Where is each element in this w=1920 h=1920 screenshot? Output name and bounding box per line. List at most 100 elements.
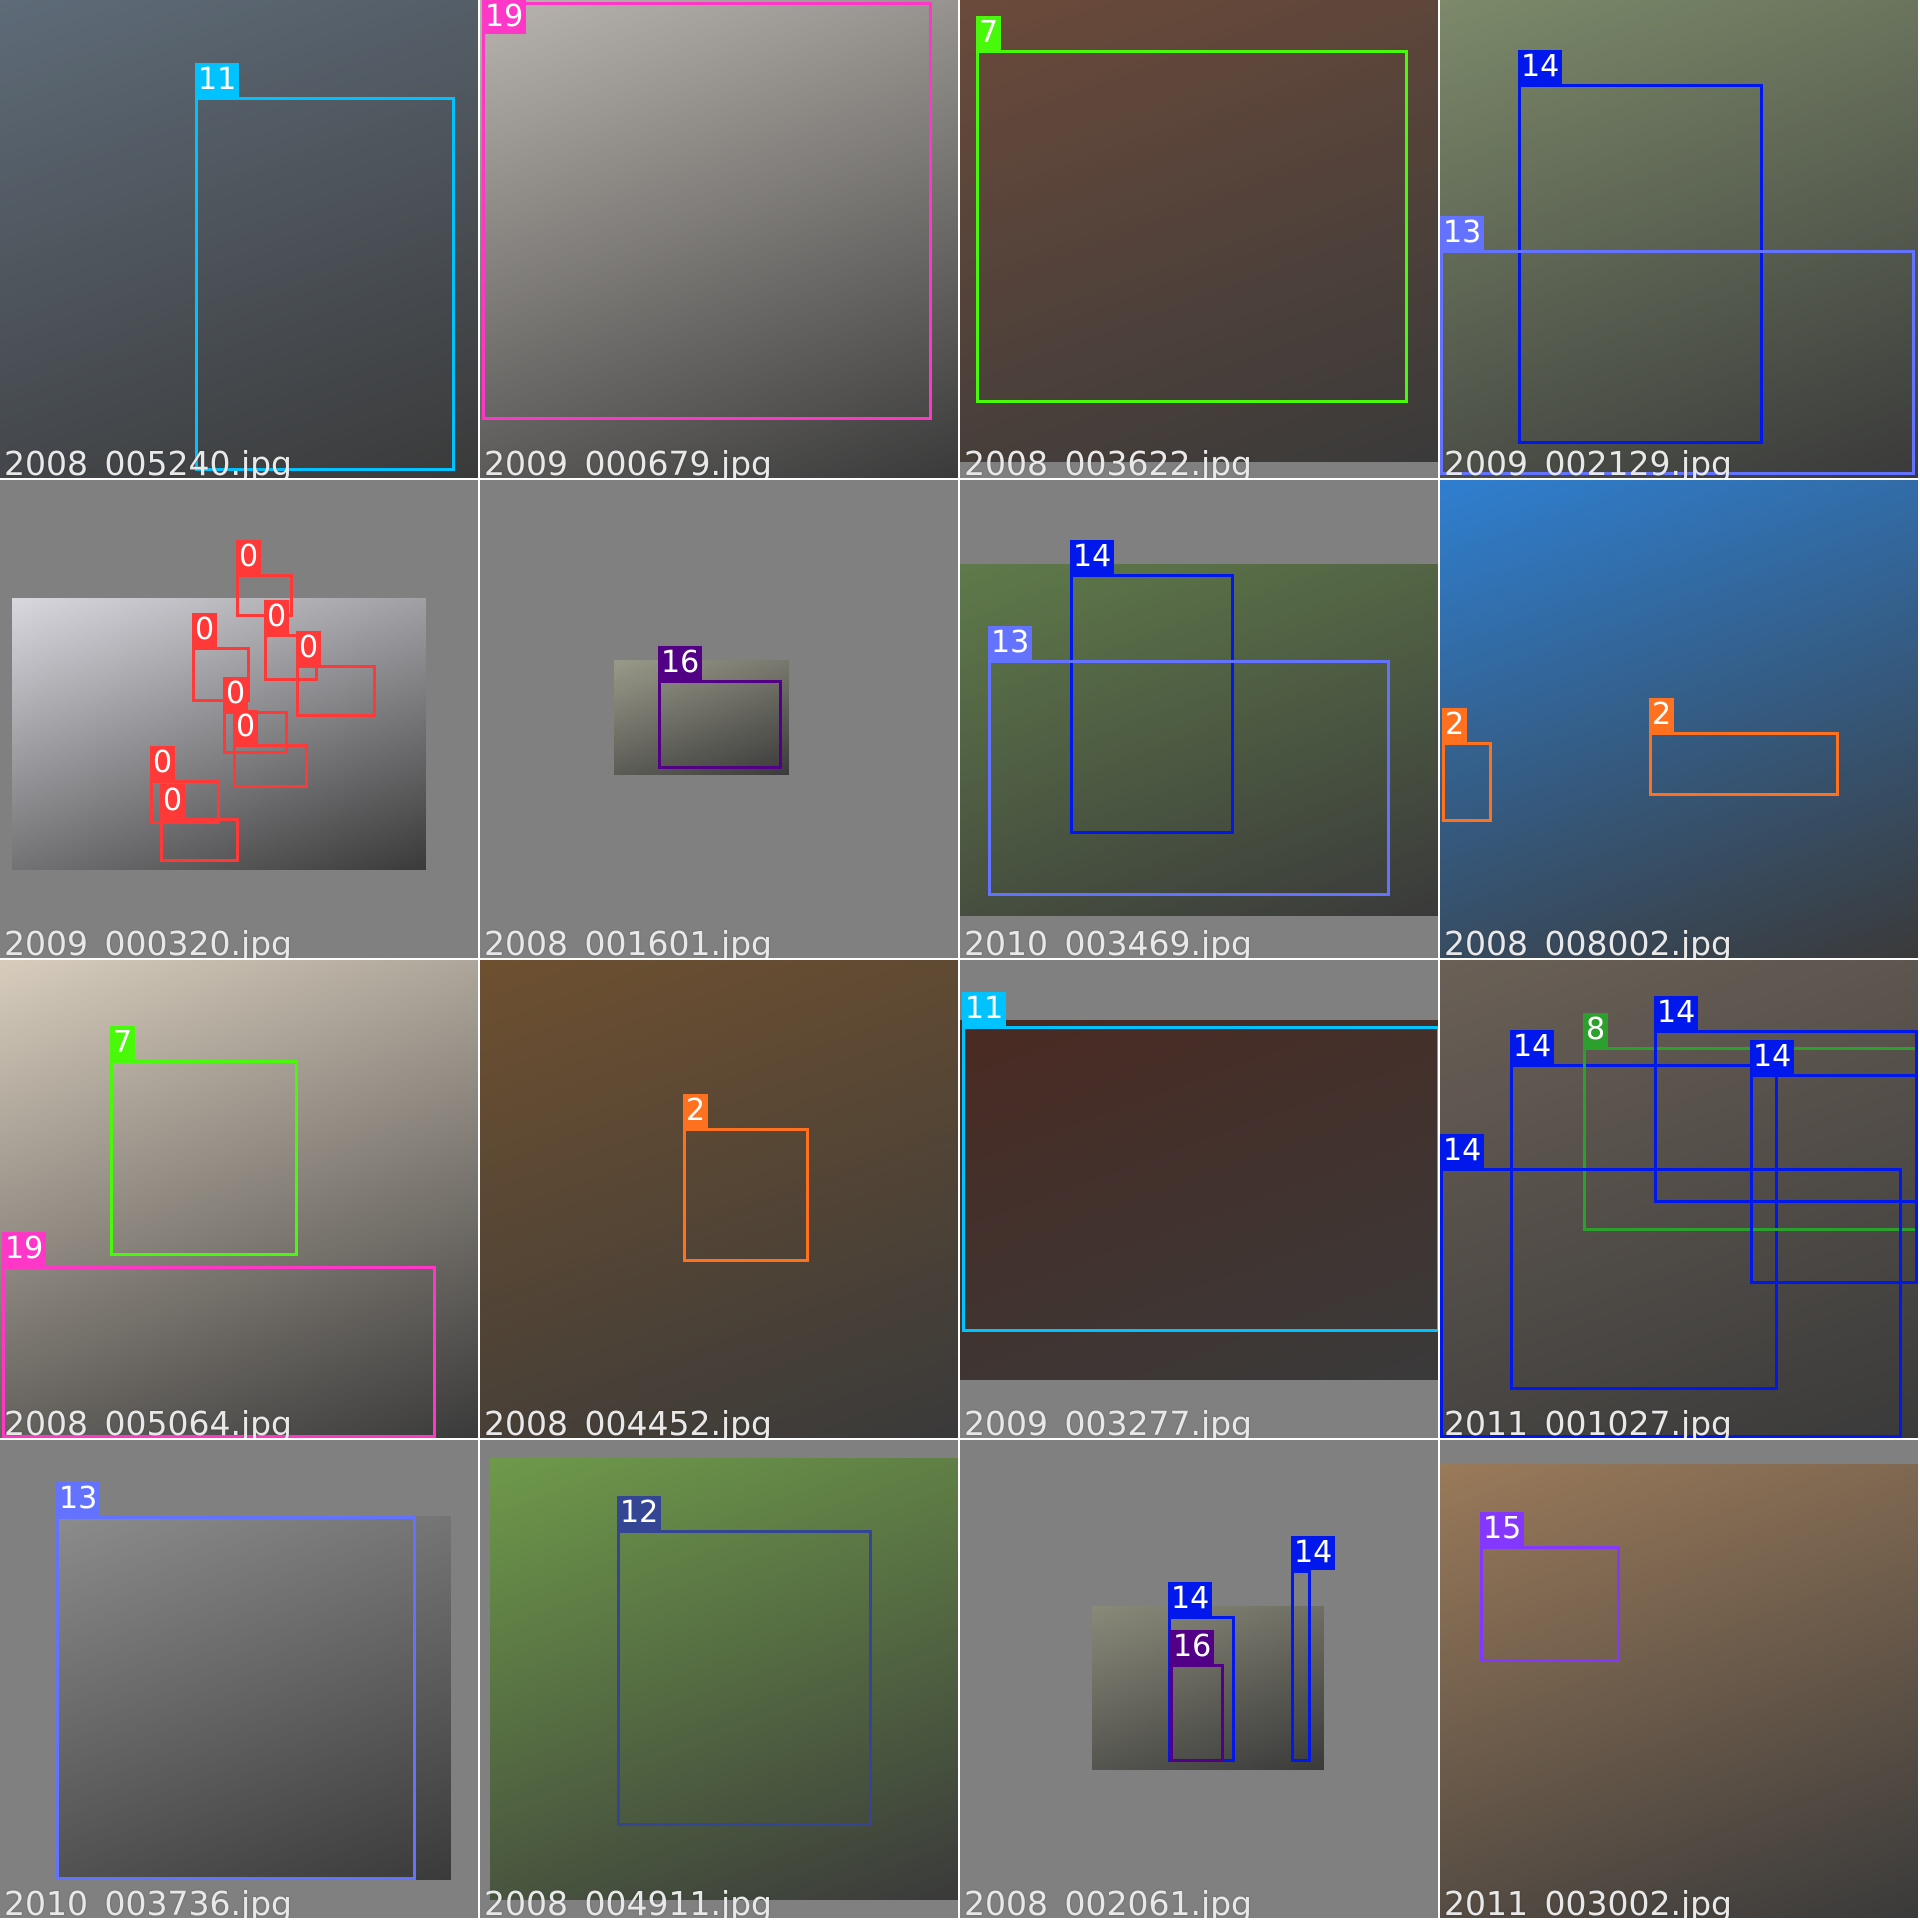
bounding-box [150, 780, 220, 824]
bounding-box [195, 97, 455, 471]
file-name: 2010_003736.jpg [4, 1884, 293, 1918]
class-label: 0 [160, 784, 186, 818]
bounding-box [2, 1266, 436, 1438]
file-name: 2008_001601.jpg [484, 924, 773, 958]
bounding-box [1291, 1570, 1311, 1762]
image-tile: 7 2008_003622.jpg [960, 0, 1438, 478]
image-tile: 19 2009_000679.jpg [480, 0, 958, 478]
image-tile: 13 2010_003736.jpg [0, 1440, 478, 1918]
file-name: 2009_000320.jpg [4, 924, 293, 958]
tile-photo [0, 960, 478, 1438]
class-label: 19 [482, 0, 527, 34]
tile-photo [960, 564, 1438, 916]
bounding-box [1170, 1664, 1224, 1762]
bounding-box [110, 1060, 298, 1256]
class-label: 14 [1440, 1134, 1485, 1168]
file-name: 2009_003277.jpg [964, 1404, 1253, 1438]
bounding-box [1480, 1546, 1620, 1662]
image-tile: 14 13 2010_003469.jpg [960, 480, 1438, 958]
image-tile: 14 16 14 2008_002061.jpg [960, 1440, 1438, 1918]
tile-photo [480, 960, 958, 1438]
tile-photo [12, 598, 426, 870]
bounding-box [160, 818, 239, 862]
class-label: 19 [2, 1232, 47, 1266]
file-name: 2008_008002.jpg [1444, 924, 1733, 958]
class-label: 14 [1168, 1582, 1213, 1616]
bounding-box [233, 744, 308, 788]
class-label: 14 [1750, 1040, 1795, 1074]
class-label: 2 [1649, 698, 1675, 732]
tile-photo [960, 1020, 1438, 1380]
class-label: 7 [976, 16, 1002, 50]
tile-photo [56, 1516, 451, 1880]
bounding-box [617, 1530, 872, 1826]
bounding-box [683, 1128, 809, 1262]
tile-photo [480, 0, 958, 478]
file-name: 2008_002061.jpg [964, 1884, 1253, 1918]
class-label: 13 [56, 1482, 101, 1516]
class-label: 14 [1070, 540, 1115, 574]
class-label: 14 [1510, 1030, 1555, 1064]
class-label: 16 [658, 646, 703, 680]
bounding-box [1440, 250, 1915, 475]
class-label: 0 [296, 631, 322, 665]
image-tile: 14 8 14 14 14 2011_001027.jpg [1440, 960, 1918, 1438]
file-name: 2008_003622.jpg [964, 444, 1253, 478]
class-label: 8 [1583, 1013, 1609, 1047]
bounding-box [56, 1516, 416, 1880]
class-label: 0 [223, 677, 249, 711]
image-tile: 12 2008_004911.jpg [480, 1440, 958, 1918]
bounding-box [988, 660, 1390, 896]
bounding-box [296, 665, 376, 717]
tile-photo [1440, 480, 1918, 958]
image-tile: 2 2008_004452.jpg [480, 960, 958, 1438]
class-label: 0 [264, 600, 290, 634]
image-tile: 2 2 2008_008002.jpg [1440, 480, 1918, 958]
class-label: 14 [1654, 996, 1699, 1030]
bounding-box [1750, 1074, 1918, 1284]
class-label: 11 [962, 992, 1007, 1026]
file-name: 2008_004452.jpg [484, 1404, 773, 1438]
image-tile: 14 13 2009_002129.jpg [1440, 0, 1918, 478]
image-tile: 11 2009_003277.jpg [960, 960, 1438, 1438]
file-name: 2008_005240.jpg [4, 444, 293, 478]
file-name: 2011_001027.jpg [1444, 1404, 1733, 1438]
image-tile: 15 2011_003002.jpg [1440, 1440, 1918, 1918]
file-name: 2008_004911.jpg [484, 1884, 773, 1918]
image-tile: 0 0 0 0 0 0 0 0 2009_000320.jpg [0, 480, 478, 958]
class-label: 14 [1291, 1536, 1336, 1570]
bounding-box [962, 1026, 1438, 1332]
class-label: 0 [192, 613, 218, 647]
bounding-box [976, 50, 1408, 403]
class-label: 0 [233, 710, 259, 744]
file-name: 2009_000679.jpg [484, 444, 773, 478]
class-label: 16 [1170, 1630, 1215, 1664]
class-label: 11 [195, 63, 240, 97]
bounding-box [658, 680, 782, 769]
tile-photo [960, 0, 1438, 462]
bounding-box [1510, 1064, 1778, 1390]
bounding-box [1518, 84, 1763, 444]
class-label: 14 [1518, 50, 1563, 84]
class-label: 2 [1442, 708, 1468, 742]
bounding-box [482, 2, 932, 420]
file-name: 2008_005064.jpg [4, 1404, 293, 1438]
bounding-box [1070, 574, 1234, 834]
class-label: 15 [1480, 1512, 1525, 1546]
class-label: 2 [683, 1094, 709, 1128]
file-name: 2010_003469.jpg [964, 924, 1253, 958]
class-label: 0 [236, 540, 262, 574]
file-name: 2011_003002.jpg [1444, 1884, 1733, 1918]
class-label: 7 [110, 1026, 136, 1060]
class-label: 13 [988, 626, 1033, 660]
file-name: 2009_002129.jpg [1444, 444, 1733, 478]
bounding-box [1442, 742, 1492, 822]
bounding-box [192, 647, 250, 702]
class-label: 12 [617, 1496, 662, 1530]
class-label: 13 [1440, 216, 1485, 250]
image-tile: 16 2008_001601.jpg [480, 480, 958, 958]
class-label: 0 [150, 746, 176, 780]
bounding-box [1649, 732, 1839, 796]
image-tile: 11 2008_005240.jpg [0, 0, 478, 478]
